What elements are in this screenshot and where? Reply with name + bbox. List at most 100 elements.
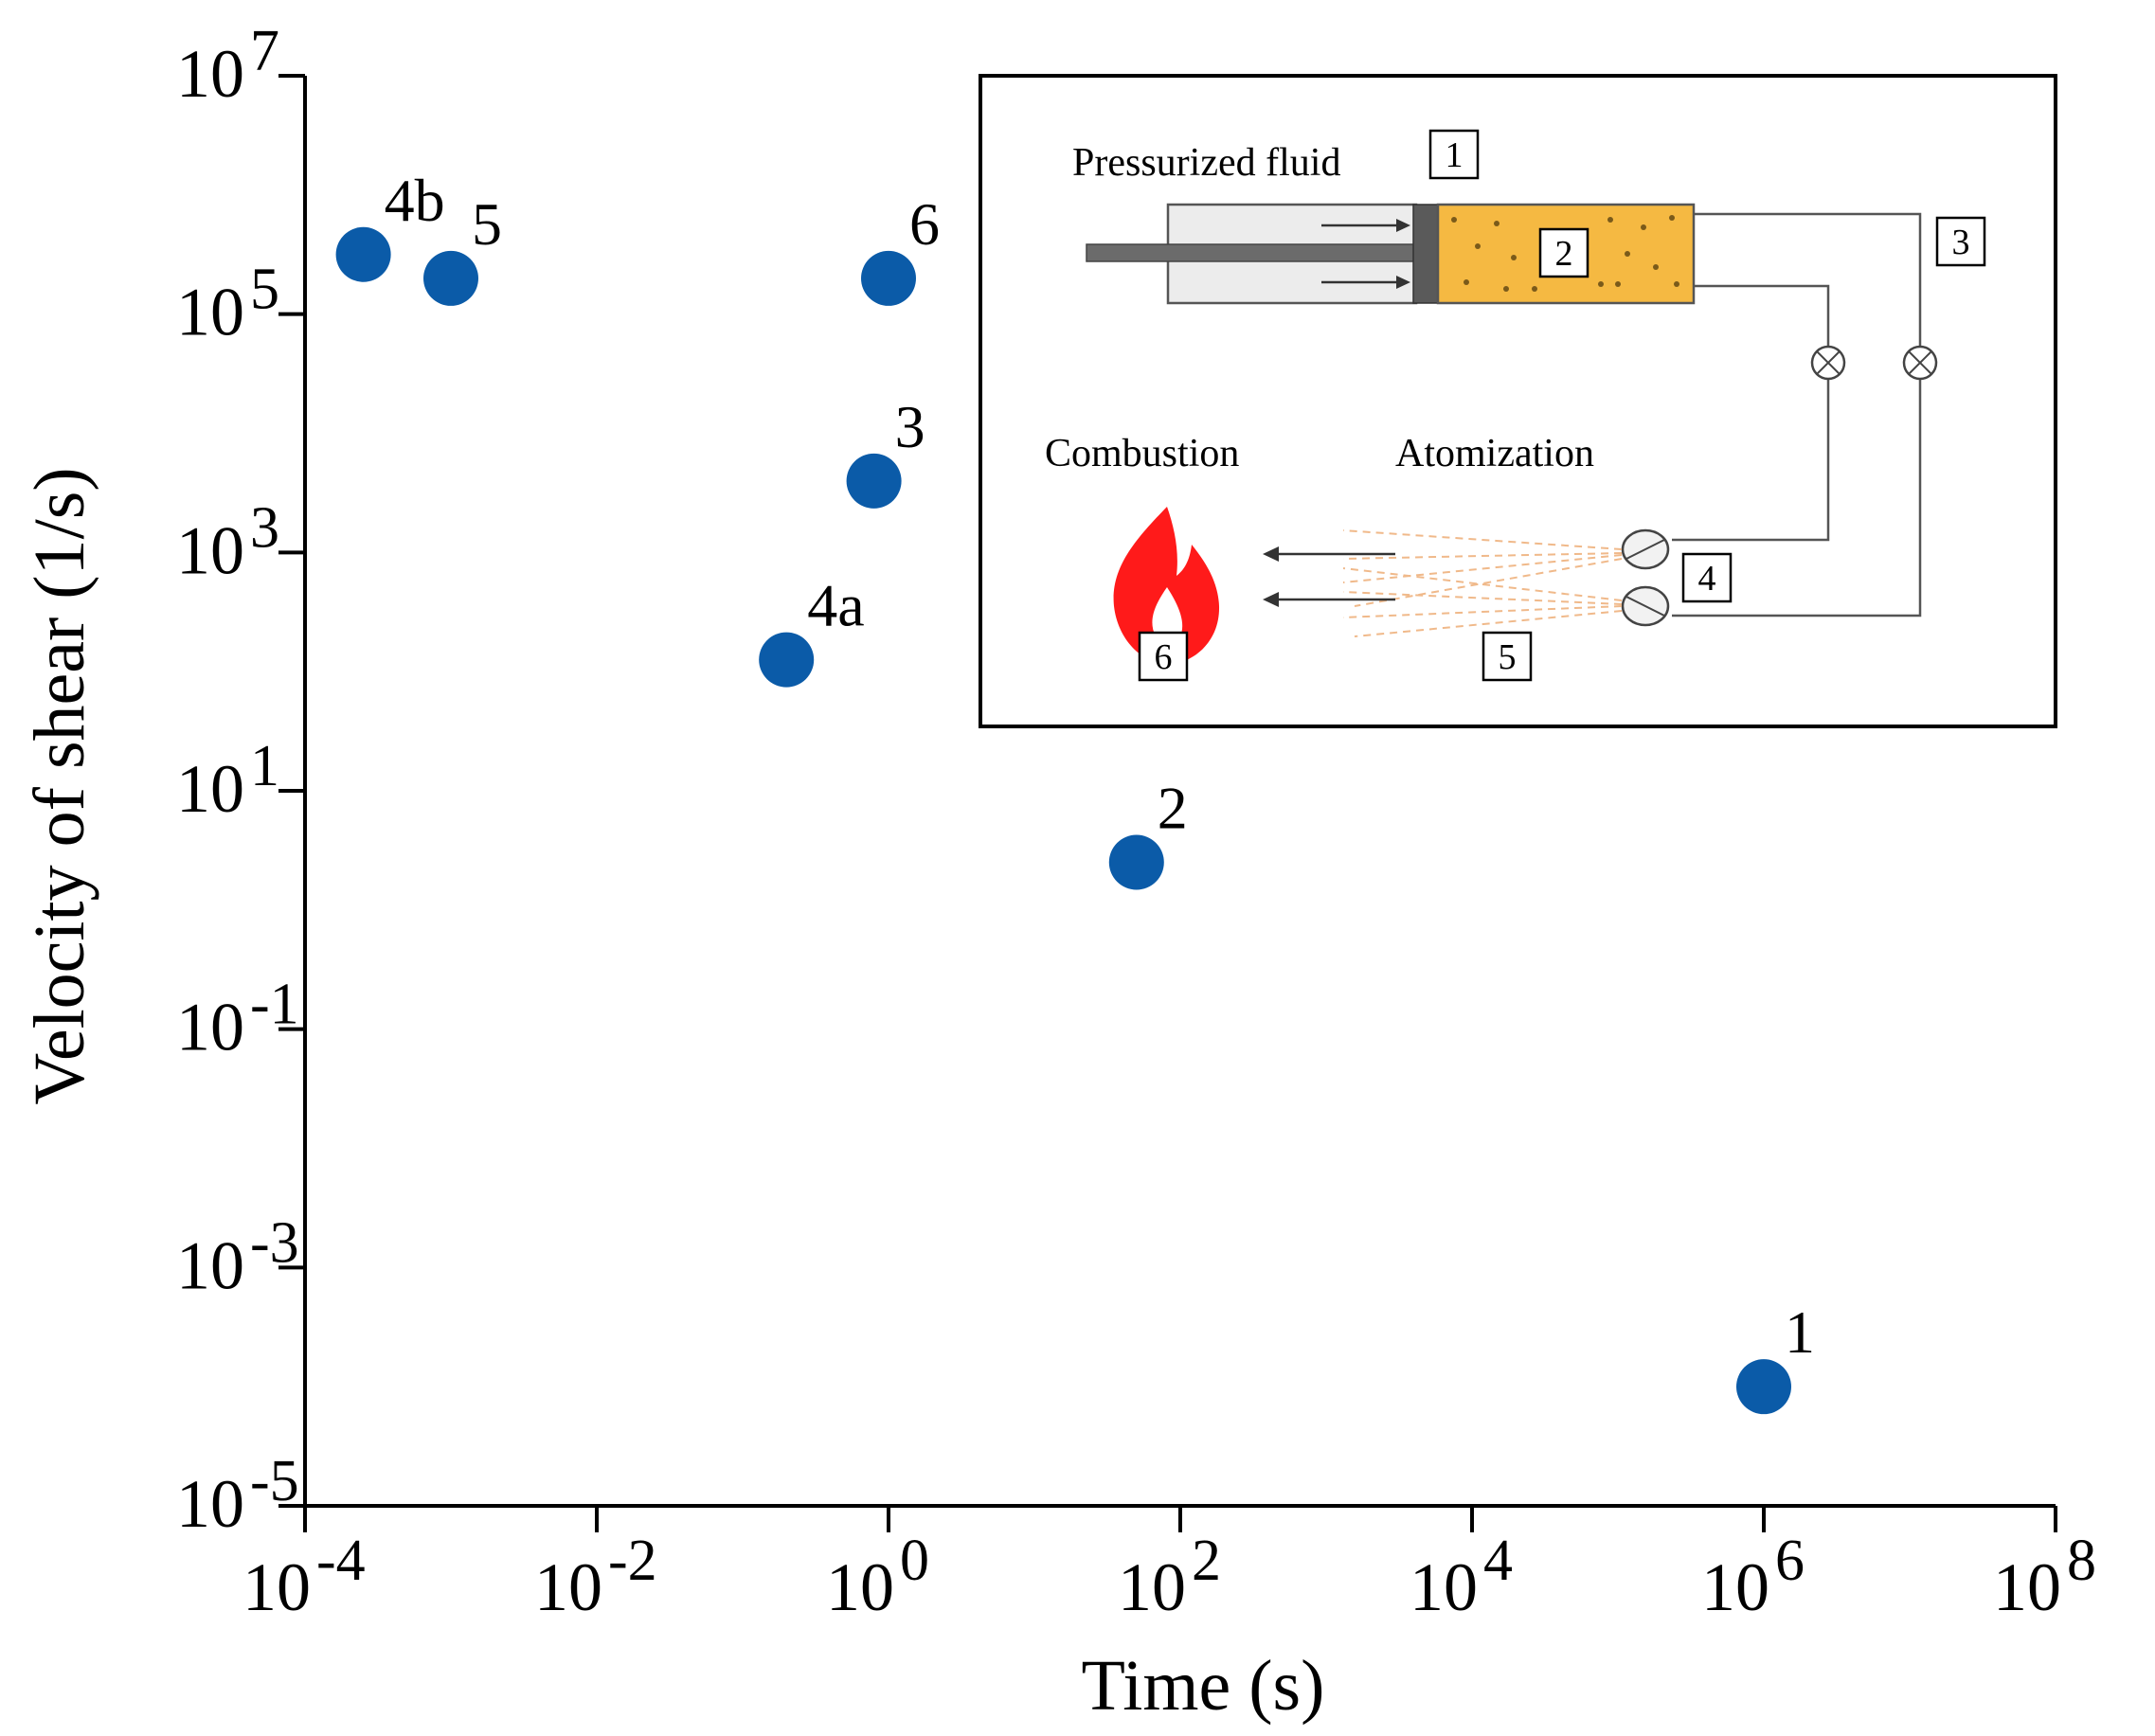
- y-tick-label: 10 3: [176, 495, 279, 588]
- pressure-arrowhead-top: [1396, 219, 1410, 232]
- spray-line: [1342, 591, 1623, 605]
- x-tick-exponent: -4: [316, 1529, 366, 1593]
- spray-line: [1342, 605, 1623, 618]
- data-point-1: [1736, 1359, 1791, 1415]
- valve-1: [1810, 345, 1846, 381]
- x-tick-base: 10: [1701, 1549, 1769, 1625]
- y-tick-exponent: 7: [250, 19, 279, 83]
- x-tick-label: 10 4: [1410, 1529, 1513, 1625]
- data-point-6: [861, 250, 916, 306]
- box-6-text: 6: [1155, 637, 1173, 677]
- data-point-5: [423, 250, 478, 306]
- pipe-lower: [1672, 284, 1830, 542]
- x-tick-base: 10: [1118, 1549, 1186, 1625]
- y-tick-exponent: -5: [250, 1449, 299, 1513]
- x-tick-exponent: 6: [1775, 1529, 1805, 1593]
- fluid-particle: [1653, 264, 1659, 270]
- y-tick-exponent: 5: [250, 258, 279, 322]
- x-tick-base: 10: [826, 1549, 894, 1625]
- box-6: [1138, 631, 1189, 682]
- point-label-3: 3: [895, 393, 925, 460]
- pressurized-fluid-label: Pressurized fluid: [1072, 141, 1340, 185]
- fluid-particle: [1494, 221, 1500, 226]
- y-tick-exponent: 3: [250, 495, 279, 560]
- inset-schematic: Pressurized fluid 1 2 3: [979, 74, 2057, 728]
- y-tick-base: 10: [176, 512, 244, 588]
- data-points: 1 2 3 4a 4b 5 6: [335, 167, 1815, 1415]
- fluid-particle: [1598, 281, 1604, 287]
- data-point-2: [1108, 834, 1164, 890]
- fluid-particles: [1451, 215, 1679, 292]
- x-tick-label: 10 8: [1993, 1529, 2096, 1625]
- fluid-particle: [1607, 217, 1613, 223]
- y-tick-base: 10: [176, 990, 244, 1065]
- data-point-4b: [335, 226, 391, 282]
- y-tick-base: 10: [176, 36, 244, 112]
- atomization-label: Atomization: [1395, 432, 1594, 475]
- x-tick-base: 10: [534, 1549, 602, 1625]
- y-tick-label: 10 -3: [176, 1210, 299, 1303]
- point-label-2: 2: [1158, 775, 1188, 842]
- x-tick-label: 10 2: [1118, 1529, 1221, 1625]
- y-tick-base: 10: [176, 1227, 244, 1303]
- y-tick-label: 10 1: [176, 734, 279, 827]
- x-tick-exponent: 2: [1192, 1529, 1221, 1593]
- box-3: [1935, 216, 1986, 267]
- x-ticks: 10 -4 10 -2 10 0 10 2 10 4 10 6 10 8: [242, 1506, 2096, 1625]
- fluid-particle: [1503, 286, 1509, 292]
- x-tick-base: 10: [242, 1549, 311, 1625]
- y-tick-exponent: -3: [250, 1210, 299, 1275]
- box-2-text: 2: [1555, 234, 1573, 274]
- y-tick-label: 10 7: [176, 19, 279, 112]
- y-tick-base: 10: [176, 751, 244, 827]
- box-5-text: 5: [1499, 637, 1517, 677]
- flow-arrowhead-bottom: [1263, 592, 1279, 607]
- point-label-4a: 4a: [807, 572, 864, 639]
- fluid-particle: [1475, 243, 1481, 249]
- pipe-upper: [1672, 212, 1922, 617]
- fluid-particle: [1532, 286, 1537, 292]
- x-tick-base: 10: [1410, 1549, 1478, 1625]
- spray-line: [1342, 552, 1623, 560]
- x-tick-label: 10 0: [826, 1529, 929, 1625]
- y-tick-exponent: 1: [250, 734, 279, 798]
- box-4-text: 4: [1698, 559, 1716, 599]
- pressure-arrowhead-bottom: [1396, 276, 1410, 289]
- y-axis-title: Velocity of shear (1/s): [20, 467, 99, 1104]
- point-label-6: 6: [909, 190, 940, 258]
- flame-icon: [1113, 507, 1220, 665]
- valve-2: [1902, 345, 1938, 381]
- box-1-text: 1: [1446, 135, 1464, 175]
- spray-line: [1342, 554, 1623, 583]
- fluid-particle: [1669, 215, 1675, 221]
- fluid-particle: [1451, 217, 1457, 223]
- x-tick-label: 10 -4: [242, 1529, 366, 1625]
- x-tick-exponent: 0: [900, 1529, 929, 1593]
- data-point-4a: [759, 632, 815, 688]
- flow-arrowhead-top: [1263, 546, 1279, 562]
- point-label-1: 1: [1785, 1298, 1815, 1366]
- y-tick-label: 10 -1: [176, 973, 299, 1065]
- data-point-3: [846, 453, 902, 509]
- x-axis-title: Time (s): [1082, 1646, 1325, 1726]
- x-tick-exponent: 4: [1483, 1529, 1513, 1593]
- nozzle-upper: [1621, 528, 1670, 570]
- x-tick-base: 10: [1993, 1549, 2061, 1625]
- fluid-particle: [1464, 279, 1469, 285]
- fluid-particle: [1511, 255, 1517, 260]
- spray-line: [1342, 567, 1623, 601]
- piston-head: [1412, 204, 1439, 304]
- y-tick-exponent: -1: [250, 973, 299, 1037]
- x-tick-exponent: -2: [608, 1529, 657, 1593]
- combustion-label: Combustion: [1045, 432, 1239, 475]
- point-label-5: 5: [472, 190, 502, 258]
- x-tick-label: 10 6: [1701, 1529, 1805, 1625]
- box-4: [1681, 552, 1733, 603]
- fluid-particle: [1625, 251, 1630, 257]
- spray-line: [1354, 558, 1623, 607]
- box-1: [1428, 129, 1480, 180]
- point-label-4b: 4b: [385, 167, 445, 234]
